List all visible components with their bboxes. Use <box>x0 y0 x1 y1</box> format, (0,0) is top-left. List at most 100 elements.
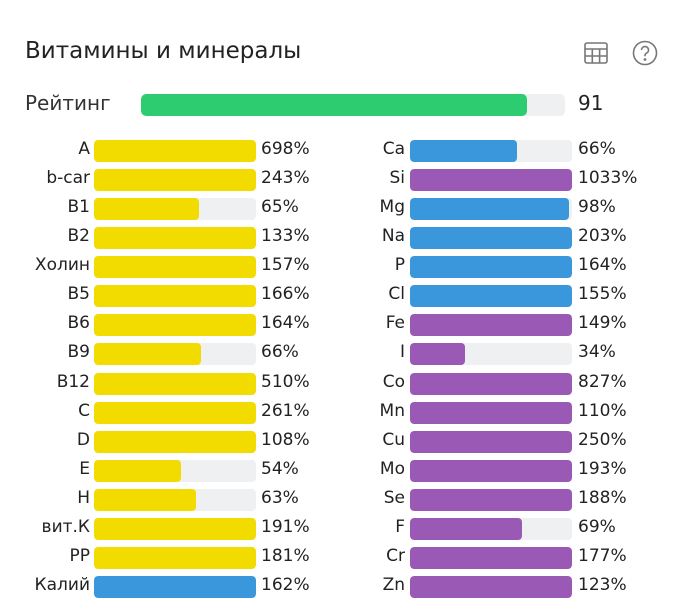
nutrient-label: A <box>78 139 90 159</box>
nutrient-label: Cl <box>388 284 405 305</box>
nutrient-row: I 34% <box>0 342 680 366</box>
nutrient-bar-fill <box>410 198 569 221</box>
nutrient-bar-fill <box>94 227 256 250</box>
nutrient-percent: 133% <box>261 226 310 247</box>
nutrient-bar <box>94 256 256 279</box>
rating-value: 91 <box>578 91 604 115</box>
nutrient-bar-fill <box>410 459 572 482</box>
nutrient-bar <box>94 372 256 395</box>
nutrient-bar-fill <box>410 343 466 366</box>
nutrient-percent: 63% <box>261 487 299 508</box>
nutrient-bar <box>410 227 572 250</box>
nutrient-label: Ca <box>382 139 405 159</box>
nutrient-label: F <box>395 516 405 537</box>
nutrient-bar-fill <box>410 169 572 192</box>
nutrient-label: Mo <box>379 458 405 479</box>
nutrient-percent: 65% <box>261 197 299 218</box>
nutrient-row: Ca 66% <box>0 139 680 162</box>
rating-label: Рейтинг <box>25 91 111 115</box>
nutrient-bar <box>94 285 256 308</box>
nutrient-bar-fill <box>410 285 572 308</box>
nutrient-percent: 698% <box>261 139 310 159</box>
nutrient-percent: 261% <box>261 400 310 421</box>
nutrient-label: вит.К <box>41 516 90 537</box>
nutrient-percent: 181% <box>261 545 310 566</box>
nutrient-bar <box>410 343 572 366</box>
nutrient-bar <box>410 198 572 221</box>
nutrient-row: B2 133% <box>0 226 680 250</box>
nutrient-bar-fill <box>94 372 256 395</box>
nutrient-percent: 66% <box>261 342 299 363</box>
nutrient-percent: 193% <box>578 458 627 479</box>
nutrient-percent: 123% <box>578 575 627 596</box>
nutrient-label: Co <box>382 371 405 392</box>
nutrient-row: B1 65% <box>0 197 680 221</box>
nutrient-row: вит.К 191% <box>0 516 680 540</box>
nutrient-label: C <box>78 400 90 421</box>
nutrient-row: C 261% <box>0 400 680 424</box>
nutrient-label: Mn <box>379 400 405 421</box>
nutrient-row: B5 166% <box>0 284 680 308</box>
nutrient-bar-fill <box>94 256 256 279</box>
nutrient-percent: 177% <box>578 545 627 566</box>
nutrient-percent: 157% <box>261 255 310 276</box>
help-circle-icon[interactable] <box>632 40 658 66</box>
nutrient-bar <box>94 343 256 366</box>
nutrient-row: Cr 177% <box>0 545 680 569</box>
nutrient-bar <box>410 459 572 482</box>
nutrient-percent: 164% <box>261 313 310 334</box>
nutrient-label: P <box>394 255 405 276</box>
nutrient-percent: 34% <box>578 342 616 363</box>
nutrient-percent: 250% <box>578 429 627 450</box>
nutrient-label: B12 <box>56 371 90 392</box>
nutrient-row: B12 510% <box>0 371 680 395</box>
nutrient-bar-fill <box>94 517 256 540</box>
nutrient-bar-fill <box>94 430 256 453</box>
nutrient-bar-fill <box>410 227 572 250</box>
nutrient-bar <box>94 401 256 424</box>
nutrient-bar-fill <box>94 546 256 569</box>
nutrient-label: Si <box>389 168 405 189</box>
nutrient-percent: 54% <box>261 458 299 479</box>
nutrient-percent: 166% <box>261 284 310 305</box>
nutrient-bar-fill <box>94 488 197 511</box>
nutrient-row: Fe 149% <box>0 313 680 337</box>
nutrient-percent: 155% <box>578 284 627 305</box>
nutrient-label: B5 <box>67 284 90 305</box>
nutrient-row: Холин 157% <box>0 255 680 279</box>
nutrient-bar <box>94 517 256 540</box>
nutrient-bar <box>94 140 256 162</box>
nutrient-label: Zn <box>382 575 405 596</box>
nutrient-label: B2 <box>67 226 90 247</box>
nutrient-label: Cr <box>386 545 405 566</box>
nutrient-bar <box>410 285 572 308</box>
nutrient-bar-fill <box>94 401 256 424</box>
nutrient-bar-fill <box>410 517 522 540</box>
nutrient-bar <box>94 198 256 221</box>
nutrient-bar <box>94 169 256 192</box>
nutrient-percent: 243% <box>261 168 310 189</box>
nutrient-row: Mn 110% <box>0 400 680 424</box>
nutrient-label: E <box>79 458 90 479</box>
nutrient-label: D <box>76 429 90 450</box>
nutrient-row: E 54% <box>0 458 680 482</box>
nutrient-percent: 191% <box>261 516 310 537</box>
nutrient-row: Si 1033% <box>0 168 680 192</box>
nutrient-row: Cl 155% <box>0 284 680 308</box>
nutrient-bar <box>94 576 256 599</box>
nutrient-label: H <box>77 487 90 508</box>
nutrient-label: Se <box>383 487 405 508</box>
nutrient-label: Mg <box>379 197 405 218</box>
nutrient-row: H 63% <box>0 487 680 511</box>
nutrient-percent: 66% <box>578 139 616 159</box>
nutrient-row: A 698% <box>0 139 680 162</box>
nutrient-bar <box>410 546 572 569</box>
nutrient-row: P 164% <box>0 255 680 279</box>
nutrient-percent: 108% <box>261 429 310 450</box>
nutrient-bar <box>94 314 256 337</box>
nutrient-row: Na 203% <box>0 226 680 250</box>
nutrient-row: PP 181% <box>0 545 680 569</box>
table-icon[interactable] <box>583 40 609 66</box>
nutrient-bar <box>410 140 572 162</box>
nutrient-bar-fill <box>94 198 200 221</box>
